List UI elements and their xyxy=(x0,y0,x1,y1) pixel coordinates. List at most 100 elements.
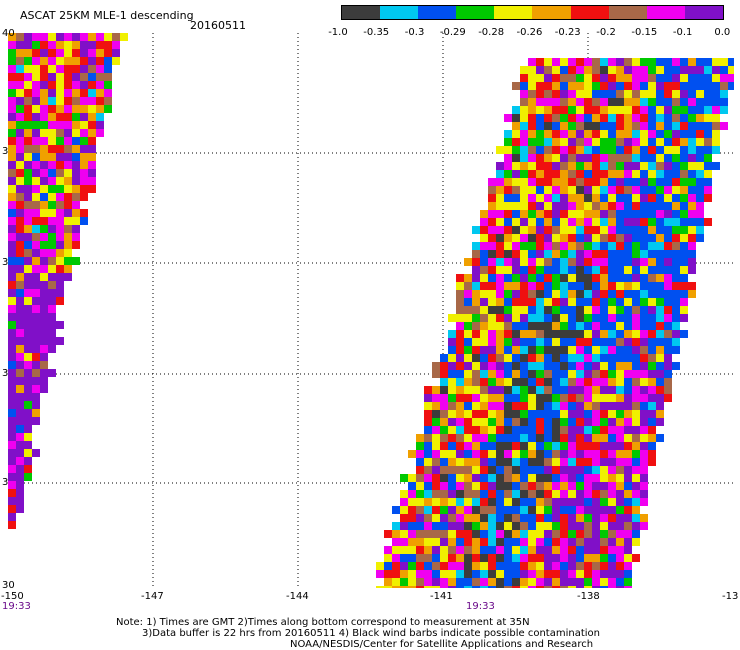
swath-cell xyxy=(560,426,568,434)
swath-cell xyxy=(440,402,448,410)
swath-cell xyxy=(720,82,728,90)
swath-cell xyxy=(592,162,600,170)
swath-cell xyxy=(456,426,464,434)
swath-cell xyxy=(576,386,584,394)
swath-cell xyxy=(424,514,432,522)
swath-cell xyxy=(616,442,624,450)
swath-cell xyxy=(8,57,16,65)
swath-cell xyxy=(504,546,512,554)
swath-cell xyxy=(488,554,496,562)
swath-cell xyxy=(48,297,56,305)
swath-cell xyxy=(48,345,56,353)
swath-cell xyxy=(520,322,528,330)
swath-cell xyxy=(544,442,552,450)
swath-cell xyxy=(552,130,560,138)
swath-cell xyxy=(528,186,536,194)
swath-cell xyxy=(584,386,592,394)
swath-cell xyxy=(672,186,680,194)
swath-cell xyxy=(568,130,576,138)
swath-cell xyxy=(448,522,456,530)
swath-cell xyxy=(56,49,64,57)
swath-cell xyxy=(48,241,56,249)
swath-cell xyxy=(664,290,672,298)
swath-cell xyxy=(648,202,656,210)
swath-cell xyxy=(8,505,16,513)
swath-cell xyxy=(528,346,536,354)
swath-cell xyxy=(448,330,456,338)
swath-cell xyxy=(560,258,568,266)
swath-cell xyxy=(56,265,64,273)
swath-cell xyxy=(616,218,624,226)
swath-cell xyxy=(528,570,536,578)
swath-cell xyxy=(24,57,32,65)
swath-cell xyxy=(48,337,56,345)
swath-cell xyxy=(632,274,640,282)
swath-cell xyxy=(560,58,568,66)
swath-cell xyxy=(16,289,24,297)
swath-cell xyxy=(8,49,16,57)
swath-cell xyxy=(624,426,632,434)
swath-cell xyxy=(552,546,560,554)
swath-cell xyxy=(32,137,40,145)
swath-cell xyxy=(712,58,720,66)
swath-cell xyxy=(528,586,536,588)
swath-cell xyxy=(568,74,576,82)
swath-cell xyxy=(584,106,592,114)
swath-cell xyxy=(528,458,536,466)
swath-cell xyxy=(544,218,552,226)
swath-cell xyxy=(512,330,520,338)
swath-cell xyxy=(464,562,472,570)
swath-cell xyxy=(624,522,632,530)
swath-cell xyxy=(640,162,648,170)
swath-cell xyxy=(96,33,104,41)
swath-cell xyxy=(696,74,704,82)
swath-cell xyxy=(664,354,672,362)
swath-cell xyxy=(600,514,608,522)
swath-cell xyxy=(16,281,24,289)
swath-cell xyxy=(24,105,32,113)
swath-cell xyxy=(448,498,456,506)
swath-cell xyxy=(512,242,520,250)
swath-cell xyxy=(600,266,608,274)
swath-cell xyxy=(8,337,16,345)
swath-cell xyxy=(672,58,680,66)
swath-cell xyxy=(608,442,616,450)
swath-cell xyxy=(600,522,608,530)
swath-cell xyxy=(112,33,120,41)
swath-cell xyxy=(392,522,400,530)
swath-cell xyxy=(608,562,616,570)
swath-cell xyxy=(456,346,464,354)
swath-cell xyxy=(576,130,584,138)
swath-cell xyxy=(24,169,32,177)
swath-cell xyxy=(552,250,560,258)
swath-cell xyxy=(528,370,536,378)
swath-cell xyxy=(96,105,104,113)
swath-cell xyxy=(656,274,664,282)
swath-cell xyxy=(672,130,680,138)
swath-cell xyxy=(648,354,656,362)
swath-cell xyxy=(680,114,688,122)
swath-cell xyxy=(560,458,568,466)
swath-cell xyxy=(544,570,552,578)
swath-cell xyxy=(24,473,32,481)
swath-cell xyxy=(616,330,624,338)
swath-cell xyxy=(688,290,696,298)
swath-cell xyxy=(64,201,72,209)
swath-cell xyxy=(624,482,632,490)
swath-cell xyxy=(568,202,576,210)
swath-cell xyxy=(480,378,488,386)
swath-cell xyxy=(24,353,32,361)
swath-cell xyxy=(616,282,624,290)
swath-cell xyxy=(568,522,576,530)
swath-cell xyxy=(480,322,488,330)
swath-cell xyxy=(8,105,16,113)
swath-cell xyxy=(584,210,592,218)
swath-cell xyxy=(688,202,696,210)
swath-cell xyxy=(448,434,456,442)
swath-cell xyxy=(576,410,584,418)
swath-cell xyxy=(488,362,496,370)
swath-cell xyxy=(528,434,536,442)
swath-cell xyxy=(512,482,520,490)
swath-cell xyxy=(592,322,600,330)
swath-cell xyxy=(560,546,568,554)
